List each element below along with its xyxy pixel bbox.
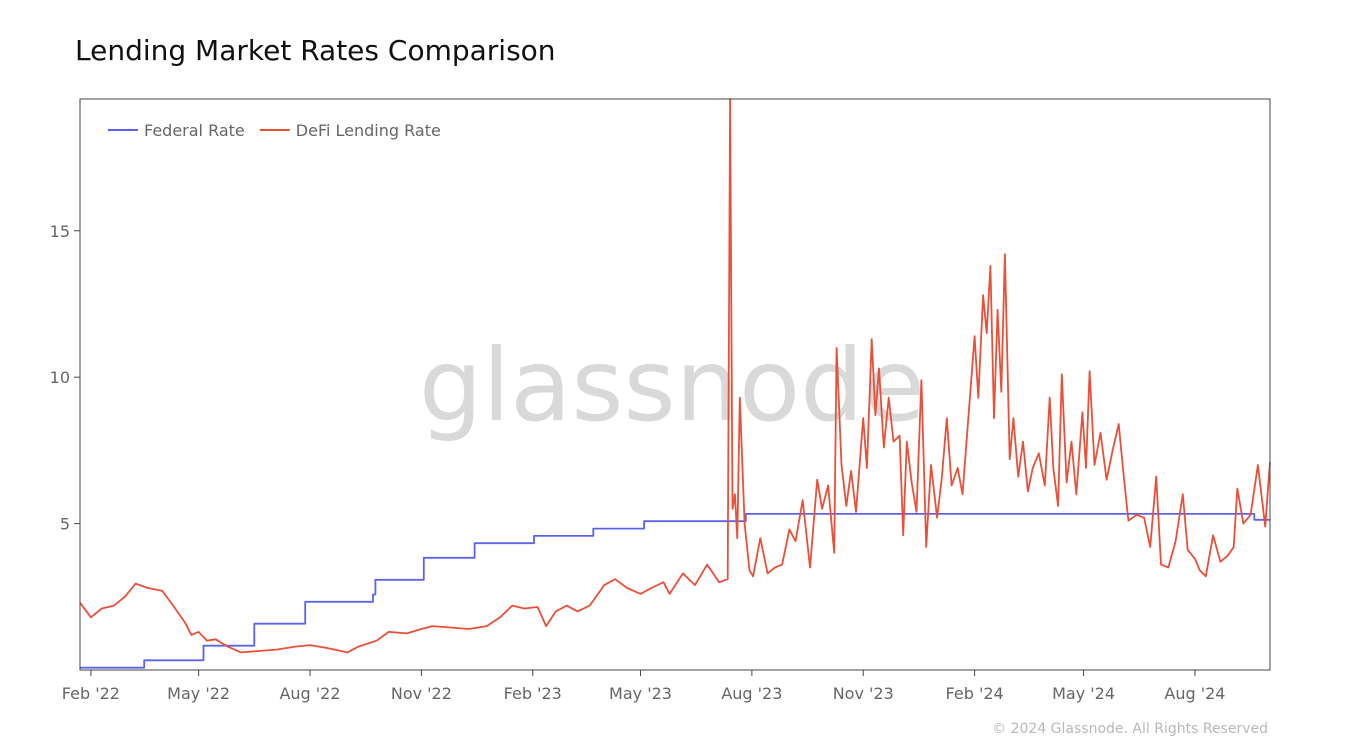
legend-item[interactable]: DeFi Lending Rate <box>259 121 441 140</box>
x-tick-label: Feb '24 <box>946 684 1004 703</box>
defi-lending-rate-line <box>79 98 1271 654</box>
x-tick-label: Aug '24 <box>1164 684 1225 703</box>
legend[interactable]: Federal Rate DeFi Lending Rate <box>108 121 441 140</box>
x-tick-label: May '22 <box>167 684 230 703</box>
x-tick-label: Aug '23 <box>721 684 782 703</box>
plot-lines <box>79 98 1271 669</box>
chart-title: Lending Market Rates Comparison <box>75 34 556 67</box>
watermark-text: glassnode <box>419 327 925 444</box>
x-axis: Feb '22 May '22 Aug '22 Nov '22 Feb '23 May '… <box>62 670 1225 703</box>
y-tick-label: 10 <box>50 368 70 387</box>
legend-label: Federal Rate <box>144 121 245 140</box>
x-tick-label: Feb '22 <box>62 684 120 703</box>
x-tick-label: May '24 <box>1052 684 1115 703</box>
x-tick-label: Feb '23 <box>504 684 562 703</box>
legend-item[interactable]: Federal Rate <box>108 121 245 140</box>
x-tick-label: Nov '22 <box>391 684 452 703</box>
federal-rate-line <box>80 513 1270 669</box>
y-axis: 5 10 15 <box>50 222 80 534</box>
y-tick-label: 5 <box>60 515 70 534</box>
copyright-footer: © 2024 Glassnode. All Rights Reserved <box>992 721 1268 737</box>
x-tick-label: Nov '23 <box>833 684 894 703</box>
plot-frame <box>79 98 1271 671</box>
x-tick-label: May '23 <box>609 684 672 703</box>
x-tick-label: Aug '22 <box>279 684 340 703</box>
legend-label: DeFi Lending Rate <box>296 121 441 140</box>
y-tick-label: 15 <box>50 222 70 241</box>
